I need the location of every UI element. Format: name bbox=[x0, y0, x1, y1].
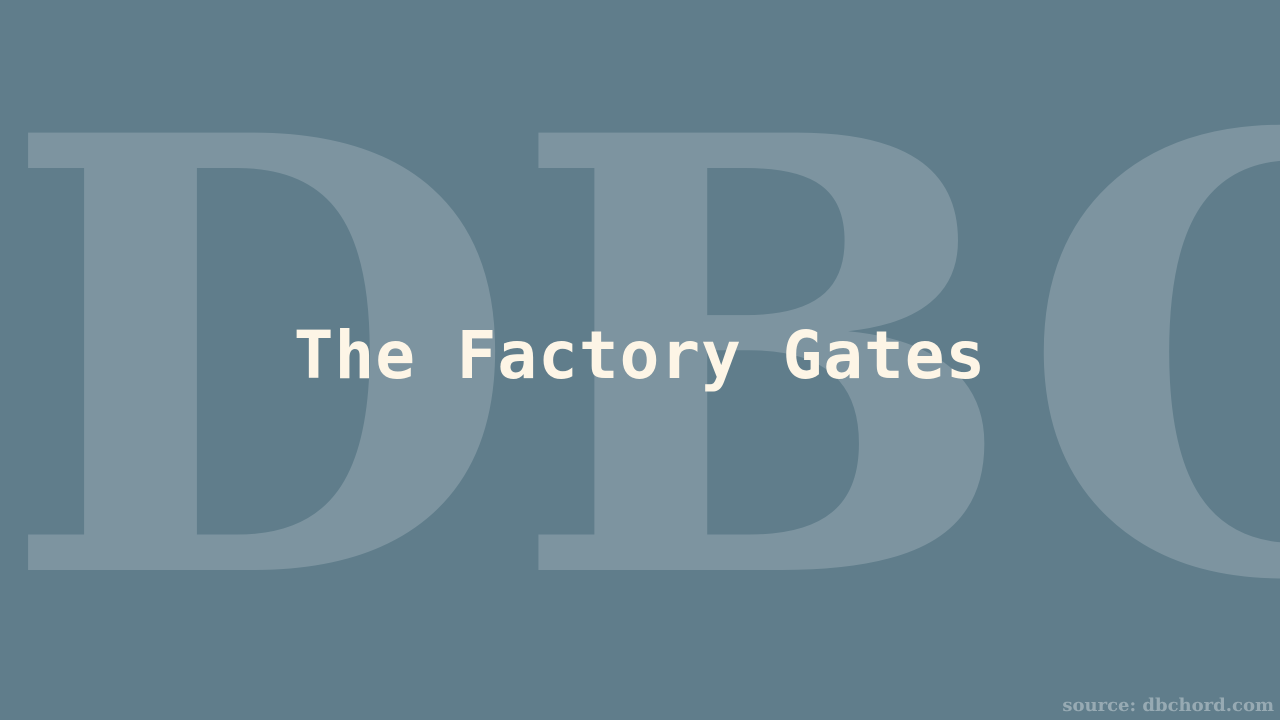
source-credit: source: dbchord.com bbox=[1062, 695, 1274, 716]
song-title: The Factory Gates bbox=[293, 317, 987, 394]
dbc-watermark-logo: DBC bbox=[0, 7, 1280, 712]
